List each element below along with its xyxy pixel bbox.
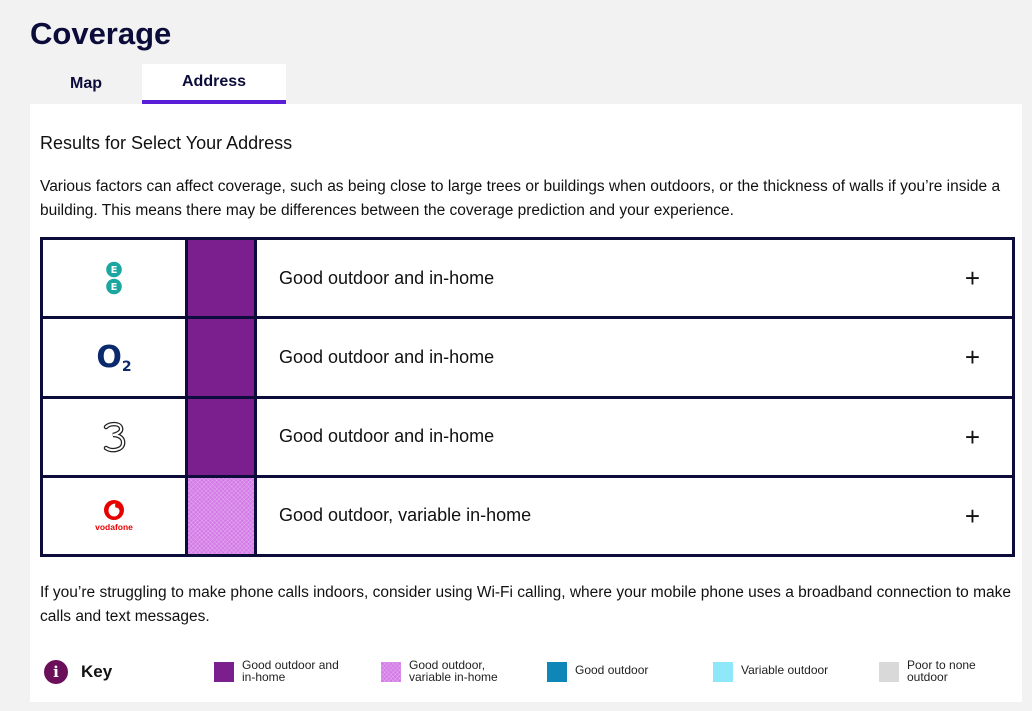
coverage-swatch (188, 319, 254, 396)
coverage-status-cell: Good outdoor and in-home + (257, 319, 1012, 396)
expand-plus-icon[interactable]: + (964, 421, 980, 452)
key-label: Key (81, 662, 113, 681)
coverage-swatch (188, 398, 254, 475)
svg-text:E: E (111, 265, 118, 276)
legend-swatch (214, 662, 234, 682)
tab-address[interactable]: Address (142, 64, 286, 104)
network-row-o2[interactable]: O2 Good outdoor and in-home + (43, 319, 1012, 396)
tab-map[interactable]: Map (30, 64, 142, 104)
legend-label: Variable outdoor (741, 663, 829, 677)
legend-label: Good outdoor (575, 663, 649, 677)
vodafone-logo: vodafone (95, 499, 133, 532)
coverage-swatch (188, 240, 254, 317)
ee-logo-cell: E E (43, 240, 185, 317)
coverage-status-label: Good outdoor and in-home (279, 267, 495, 288)
legend-item-good-outdoor-variable-in-home: Good outdoor, variable in-home (381, 659, 509, 683)
coverage-swatch (188, 477, 254, 554)
legend-item-good-outdoor: Good outdoor (547, 659, 675, 682)
legend-swatch (879, 662, 899, 682)
legend-item-variable-outdoor: Variable outdoor (713, 659, 841, 682)
coverage-status-label: Good outdoor and in-home (279, 426, 495, 447)
expand-plus-icon[interactable]: + (964, 342, 980, 373)
three-logo-cell (43, 398, 185, 475)
network-row-vodafone[interactable]: vodafone Good outdoor, variable in-home … (43, 477, 1012, 554)
legend-item-poor-to-none-outdoor: Poor to none outdoor (879, 659, 979, 683)
legend-swatch (547, 662, 567, 682)
page-title: Coverage (30, 16, 172, 51)
three-logo (103, 421, 126, 452)
legend-item-good-outdoor-in-home: Good outdoor and in-home (214, 659, 342, 683)
network-row-three[interactable]: Good outdoor and in-home + (43, 398, 1012, 475)
ee-logo: E E (106, 261, 122, 295)
info-icon: i (44, 660, 68, 684)
results-panel: Results for Select Your Address Various … (30, 104, 1022, 702)
network-coverage-table: E E Good outdoor and in-home + O2 Good o… (40, 237, 1015, 557)
results-title: Results for Select Your Address (40, 133, 293, 153)
expand-plus-icon[interactable]: + (964, 500, 980, 531)
svg-text:E: E (111, 282, 118, 293)
legend-label: Good outdoor, variable in-home (409, 658, 498, 684)
o2-logo: O2 (96, 339, 132, 375)
legend-swatch (713, 662, 733, 682)
legend-swatch (381, 662, 401, 682)
coverage-status-label: Good outdoor and in-home (279, 346, 495, 367)
coverage-status-cell: Good outdoor, variable in-home + (257, 477, 1012, 554)
coverage-status-cell: Good outdoor and in-home + (257, 398, 1012, 475)
coverage-intro-text: Various factors can affect coverage, suc… (40, 178, 1001, 219)
o2-logo-cell: O2 (43, 319, 185, 396)
legend-label: Poor to none outdoor (907, 658, 976, 684)
svg-text:vodafone: vodafone (95, 522, 133, 532)
wifi-calling-note: If you’re struggling to make phone calls… (40, 584, 1012, 625)
network-row-ee[interactable]: E E Good outdoor and in-home + (43, 240, 1012, 317)
tab-bar: Map Address (30, 64, 286, 104)
coverage-status-label: Good outdoor, variable in-home (279, 505, 532, 526)
vodafone-logo-cell: vodafone (43, 477, 185, 554)
coverage-status-cell: Good outdoor and in-home + (257, 240, 1012, 317)
coverage-key: i Key Good outdoor and in-home Good outd… (40, 656, 1015, 692)
expand-plus-icon[interactable]: + (964, 263, 980, 294)
legend-label: Good outdoor and in-home (242, 658, 339, 684)
